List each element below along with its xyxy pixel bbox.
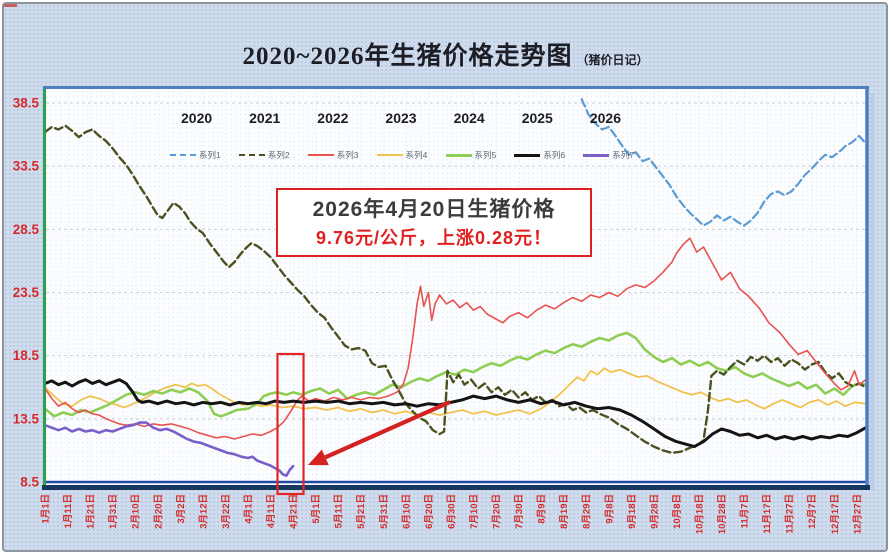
legend-line-sample-2022: [307, 154, 334, 156]
series-line-2022: [44, 237, 867, 440]
x-tick-label: 7月20日: [492, 494, 503, 529]
y-tick-label: 8.5: [20, 475, 39, 490]
x-tick-label: 5月31日: [379, 494, 390, 529]
legend-year-2020: 2020: [181, 110, 213, 126]
x-tick-label: 8月9日: [537, 494, 548, 524]
x-tick-label: 4月1日: [244, 494, 255, 524]
x-tick-label: 3月12日: [198, 494, 209, 529]
legend-year-2024: 2024: [453, 110, 485, 126]
x-tick-label: 8月19日: [559, 494, 570, 529]
legend-item-系列4: 系列4: [376, 149, 428, 161]
legend-label: 系列2: [267, 150, 290, 160]
chart-title-text: 2020~2026年生猪价格走势图: [242, 43, 573, 70]
legend-line-sample-2026: [583, 153, 610, 157]
legend-years: 2020 2021 2022 2023 2024 2025 2026: [181, 110, 621, 126]
legend-label: 系列3: [336, 150, 359, 160]
x-tick-label: 2月20日: [153, 494, 164, 529]
legend-item-系列7: 系列7: [583, 149, 634, 161]
x-tick-label: 11月17日: [762, 494, 773, 534]
x-tick-label: 10月8日: [672, 494, 683, 529]
annotation-date-line: 2026年4月20日生猪价格: [312, 198, 556, 221]
x-tick-label: 12月27日: [852, 494, 863, 534]
y-tick-label: 13.5: [13, 411, 40, 426]
corner-mark: [4, 4, 17, 7]
x-tick-label: 7月30日: [514, 494, 525, 529]
x-tick-label: 7月10日: [469, 494, 480, 529]
x-tick-label: 6月20日: [424, 494, 435, 529]
legend-item-系列1: 系列1: [170, 149, 221, 161]
x-tick-label: 1月21日: [86, 494, 97, 529]
x-tick-label: 3月2日: [176, 494, 187, 524]
page-title: 2020~2026年生猪价格走势图 （猪价日记）: [0, 36, 891, 72]
series-line-2021: [43, 124, 867, 455]
x-tick-label: 10月28日: [717, 494, 728, 534]
arrow-line: [324, 400, 451, 460]
x-tick-label: 5月21日: [356, 494, 367, 529]
x-tick-label: 12月7日: [807, 494, 818, 529]
x-tick-label: 5月1日: [311, 494, 322, 524]
legend-label: 系列1: [199, 150, 221, 160]
plot-area-texture: [44, 86, 868, 488]
legend-item-系列6: 系列6: [514, 149, 565, 161]
y-tick-label: 33.5: [13, 159, 40, 174]
legend-line-sample-2025: [514, 153, 541, 157]
legend-item-系列5: 系列5: [445, 149, 497, 161]
legend-year-2023: 2023: [385, 110, 417, 126]
x-tick-label: 11月7日: [740, 494, 751, 528]
arrow-head-icon: [308, 449, 329, 466]
x-tick-label: 11月27日: [785, 494, 796, 534]
x-tick-label: 9月18日: [627, 494, 638, 529]
y-tick-label: 28.5: [13, 222, 40, 237]
x-tick-label: 4月21日: [289, 494, 300, 529]
y-tick-label: 38.5: [13, 96, 40, 111]
legend-year-2022: 2022: [317, 110, 349, 126]
legend-year-2025: 2025: [521, 110, 553, 126]
series-line-2020: [580, 98, 867, 227]
x-tick-label: 6月10日: [401, 494, 412, 529]
x-tick-label: 4月11日: [266, 494, 277, 528]
legend-label: 系列6: [543, 150, 566, 160]
legend-line-sample-2021: [238, 154, 265, 156]
x-tick-label: 1月11日: [63, 494, 74, 528]
x-tick-label: 2月10日: [131, 494, 142, 529]
series-line-2023: [44, 367, 867, 416]
annotation-price-line: 9.76元/公斤，上涨0.28元！: [315, 228, 553, 248]
y-tick-label: 23.5: [13, 285, 40, 300]
x-tick-label: 1月31日: [108, 494, 119, 529]
series-line-2026: [43, 421, 295, 478]
legend-label: 系列7: [612, 150, 634, 160]
x-tick-label: 9月8日: [604, 494, 615, 524]
x-tick-label: 8月29日: [582, 494, 593, 529]
x-tick-label: 5月11日: [334, 494, 345, 528]
legend-series: 系列1 系列2 系列3 系列4 系列5 系列6 系列7: [170, 149, 634, 161]
x-tick-label: 1月1日: [41, 494, 52, 524]
x-tick-label: 6月30日: [446, 494, 457, 529]
legend-label: 系列5: [474, 150, 497, 160]
legend-line-sample-2023: [376, 154, 403, 156]
legend-line-sample-2020: [170, 154, 196, 156]
legend-item-系列3: 系列3: [307, 149, 359, 161]
legend-item-系列2: 系列2: [238, 149, 290, 161]
legend-year-2021: 2021: [249, 110, 281, 126]
price-annotation: 2026年4月20日生猪价格 9.76元/公斤，上涨0.28元！: [276, 188, 592, 257]
series-line-2025: [43, 378, 868, 449]
x-tick-label: 10月18日: [695, 494, 706, 534]
legend-year-2026: 2026: [589, 110, 621, 126]
x-tick-label: 9月28日: [649, 494, 660, 529]
y-tick-label: 18.5: [13, 348, 40, 363]
series-line-2024: [43, 331, 868, 418]
x-tick-label: 3月22日: [221, 494, 232, 529]
x-tick-label: 12月17日: [830, 494, 841, 534]
legend-label: 系列4: [405, 150, 428, 160]
chart-title-suffix: （猪价日记）: [576, 53, 649, 67]
highlight-box: [276, 352, 305, 496]
legend-line-sample-2024: [445, 153, 472, 157]
